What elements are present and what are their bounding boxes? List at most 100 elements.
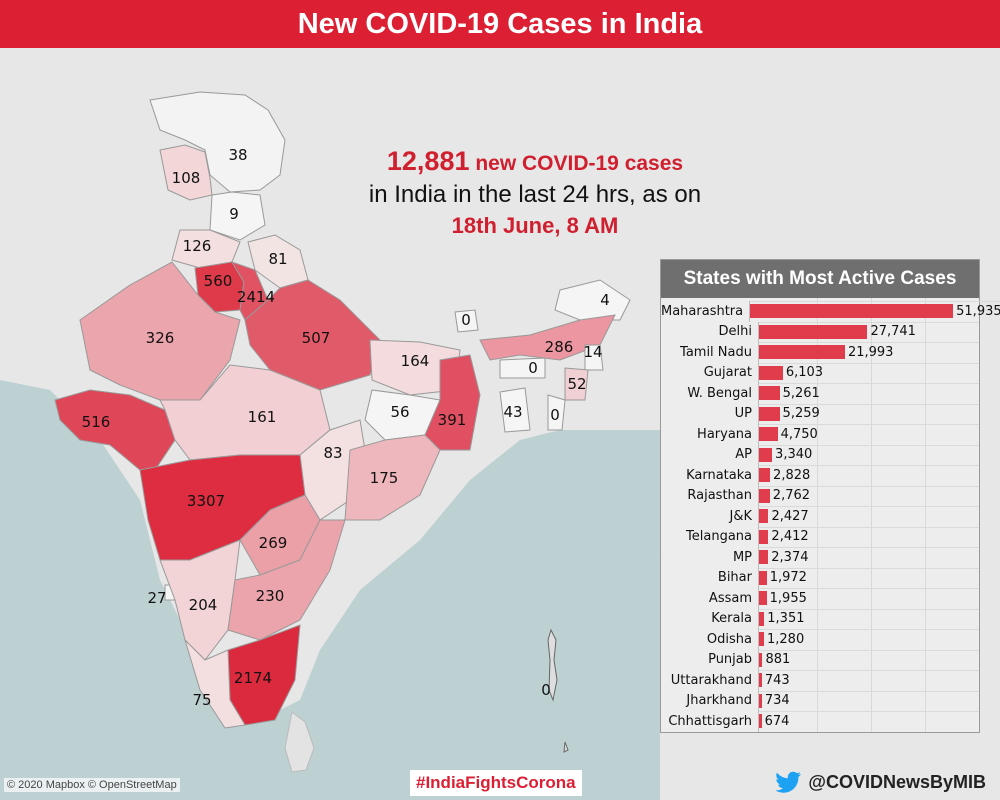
bar-value-label: 881 bbox=[765, 652, 791, 668]
map-label-andaman: 0 bbox=[541, 681, 551, 699]
region-odisha bbox=[344, 434, 441, 521]
bar-track: 2,427 bbox=[758, 506, 979, 527]
state-name: Maharashtra bbox=[661, 303, 744, 319]
bar-value-label: 51,935 bbox=[956, 303, 1000, 319]
state-row: Punjab 881 bbox=[661, 649, 979, 670]
state-name: UP bbox=[734, 406, 752, 422]
map-label-tripura: 43 bbox=[503, 403, 523, 421]
active-cases-bar bbox=[759, 468, 771, 483]
map-label-tamilnadu: 2174 bbox=[233, 669, 273, 687]
state-row: Telangana 2,412 bbox=[661, 526, 979, 547]
active-cases-bar bbox=[759, 324, 868, 339]
region-rajasthan bbox=[79, 261, 241, 401]
bar-value-label: 1,972 bbox=[769, 570, 807, 586]
state-row: Assam 1,955 bbox=[661, 588, 979, 609]
bar-track: 2,828 bbox=[758, 465, 979, 486]
bar-track: 1,972 bbox=[758, 567, 979, 588]
active-cases-bar bbox=[759, 591, 767, 606]
active-cases-bar bbox=[759, 693, 762, 708]
state-name: Kerala bbox=[711, 611, 752, 627]
bar-track: 743 bbox=[758, 670, 979, 691]
state-name: J&K bbox=[729, 508, 753, 524]
region-meghalaya bbox=[499, 357, 546, 379]
bar-track: 27,741 bbox=[758, 321, 979, 342]
page-title-text: New COVID-19 Cases in India bbox=[297, 7, 703, 40]
state-row: Rajasthan 2,762 bbox=[661, 485, 979, 506]
bar-value-label: 1,955 bbox=[769, 590, 807, 606]
map-label-karnataka: 204 bbox=[188, 596, 218, 614]
state-row: MP 2,374 bbox=[661, 547, 979, 568]
bar-value-label: 6,103 bbox=[785, 365, 824, 381]
region-arunachal bbox=[554, 279, 631, 321]
state-row: Odisha 1,280 bbox=[661, 629, 979, 650]
map-label-haryana: 560 bbox=[203, 272, 233, 290]
bar-value-label: 2,374 bbox=[771, 549, 809, 565]
bar-value-label: 2,412 bbox=[771, 529, 809, 545]
hashtag: #IndiaFightsCorona bbox=[410, 770, 582, 796]
state-row: AP 3,340 bbox=[661, 444, 979, 465]
india-map: 38 108 9 126 81 560 2414 326 507 164 0 4… bbox=[0, 48, 1000, 800]
map-label-arunachal: 4 bbox=[600, 291, 610, 309]
map-label-kerala: 75 bbox=[192, 691, 212, 709]
bar-track: 6,103 bbox=[758, 362, 979, 383]
bar-value-label: 2,762 bbox=[772, 488, 811, 504]
map-label-wb: 391 bbox=[437, 411, 467, 429]
state-row: Tamil Nadu 21,993 bbox=[661, 342, 979, 363]
active-cases-bar bbox=[759, 345, 845, 360]
map-label-goa: 27 bbox=[147, 589, 167, 607]
active-cases-bar bbox=[759, 632, 764, 647]
map-attribution: © 2020 Mapbox © OpenStreetMap bbox=[4, 778, 180, 792]
map-label-up: 507 bbox=[301, 329, 331, 347]
active-cases-panel: States with Most Active Cases Maharashtr… bbox=[660, 259, 1000, 733]
active-cases-bar bbox=[759, 652, 763, 667]
region-wb bbox=[424, 354, 481, 451]
map-label-mizoram: 0 bbox=[550, 406, 560, 424]
state-name: Telangana bbox=[686, 529, 752, 545]
twitter-handle[interactable]: @COVIDNewsByMIB bbox=[776, 771, 986, 793]
state-row: Delhi 27,741 bbox=[661, 321, 979, 342]
map-label-chhattisgarh: 83 bbox=[323, 444, 343, 462]
state-name: Assam bbox=[708, 590, 752, 606]
panel-title: States with Most Active Cases bbox=[661, 260, 979, 298]
map-label-hp: 9 bbox=[229, 205, 239, 223]
state-name: Uttarakhand bbox=[670, 672, 752, 688]
state-name: Odisha bbox=[706, 631, 752, 647]
bar-value-label: 5,259 bbox=[782, 406, 820, 422]
state-name: Rajasthan bbox=[687, 488, 752, 504]
panel-rows: Maharashtra 51,935 Delhi 27,741 Tamil Nadu 21… bbox=[661, 298, 1000, 732]
map-label-mp: 161 bbox=[247, 408, 277, 426]
state-row: Karnataka 2,828 bbox=[661, 465, 979, 486]
map-label-sikkim: 0 bbox=[461, 311, 471, 329]
active-cases-bar bbox=[759, 488, 770, 503]
state-row: Uttarakhand 743 bbox=[661, 670, 979, 691]
state-row: Chhattisgarh 674 bbox=[661, 711, 979, 732]
state-name: AP bbox=[735, 447, 752, 463]
map-label-manipur: 52 bbox=[567, 375, 587, 393]
map-label-assam: 286 bbox=[544, 338, 574, 356]
bar-value-label: 27,741 bbox=[870, 324, 916, 340]
map-label-telangana: 269 bbox=[258, 534, 288, 552]
sea bbox=[0, 380, 660, 800]
map-label-rajasthan: 326 bbox=[145, 329, 175, 347]
active-cases-bar bbox=[759, 509, 769, 524]
state-name: Haryana bbox=[697, 426, 752, 442]
active-cases-bar bbox=[759, 386, 780, 401]
state-name: Karnataka bbox=[686, 467, 752, 483]
bar-track: 1,351 bbox=[758, 608, 979, 629]
sea-east bbox=[560, 430, 660, 560]
map-label-bihar: 164 bbox=[400, 352, 430, 370]
bar-track: 674 bbox=[758, 711, 979, 732]
bar-track: 51,935 bbox=[749, 301, 1000, 322]
bar-value-label: 1,351 bbox=[767, 611, 805, 627]
map-label-odisha: 175 bbox=[369, 469, 399, 487]
bar-value-label: 2,828 bbox=[773, 467, 811, 483]
bar-value-label: 4,750 bbox=[780, 426, 818, 442]
map-label-punjab: 126 bbox=[182, 237, 212, 255]
state-name: Tamil Nadu bbox=[680, 344, 752, 360]
state-name: Jharkhand bbox=[686, 693, 752, 709]
bar-track: 1,955 bbox=[758, 588, 979, 609]
state-row: Bihar 1,972 bbox=[661, 567, 979, 588]
region-tripura bbox=[499, 387, 531, 433]
twitter-bird-icon bbox=[776, 771, 802, 793]
state-row: J&K 2,427 bbox=[661, 506, 979, 527]
